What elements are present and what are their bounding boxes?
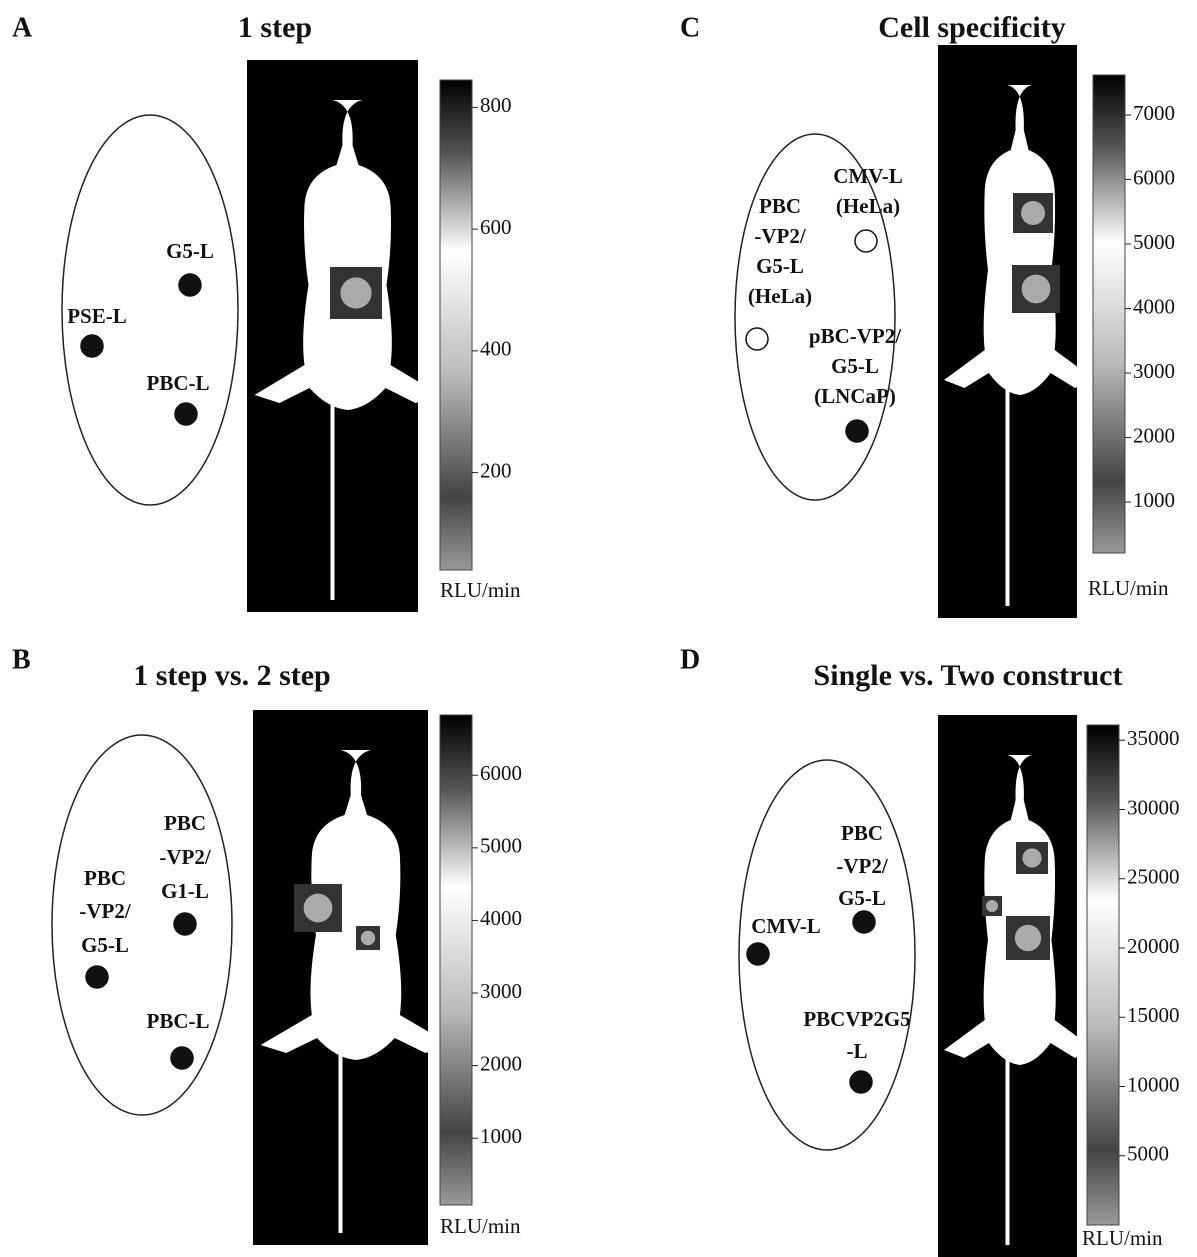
site-label: pBC-VP2/ (809, 324, 902, 348)
site-label: G5-L (831, 354, 879, 378)
site-dot (170, 1046, 194, 1070)
colorbar-tick-label: 5000 (1133, 230, 1175, 254)
site-label: (LNCaP) (814, 384, 896, 408)
colorbar-tick-label: 3000 (480, 979, 522, 1003)
site-label: PBC (841, 821, 883, 845)
colorbar-tick-label: 2000 (480, 1051, 522, 1075)
colorbar-unit: RLU/min (440, 578, 521, 602)
colorbar-tick-label: 1000 (480, 1124, 522, 1148)
site-label: PBCVP2G5 (803, 1007, 910, 1031)
site-label: G1-L (161, 879, 209, 903)
site-label: CMV-L (751, 914, 821, 938)
site-dot (845, 419, 869, 443)
colorbar (439, 79, 473, 571)
panel-title: 1 step (238, 11, 312, 44)
mouse-body (944, 85, 1096, 395)
site-label: (HeLa) (748, 284, 812, 308)
colorbar-tick-label: 10000 (1127, 1072, 1180, 1096)
signal-core (1022, 848, 1042, 868)
site-dot (854, 229, 878, 253)
site-dot (173, 912, 197, 936)
plate-outline (734, 133, 896, 501)
signal-core (340, 277, 372, 309)
site-dot (849, 1070, 873, 1094)
mouse-body (254, 100, 441, 410)
signal-core (986, 900, 998, 912)
colorbar-tick-label: 15000 (1127, 1003, 1180, 1027)
panel-letter: C (680, 12, 700, 43)
site-label: -L (847, 1039, 868, 1063)
site-dot (174, 402, 198, 426)
site-label: PBC (759, 194, 801, 218)
site-label: G5-L (166, 239, 214, 263)
colorbar-tick-label: 200 (480, 458, 512, 482)
colorbar-unit: RLU/min (1082, 1226, 1163, 1250)
signal-core (303, 893, 333, 923)
panel-letter: D (680, 644, 700, 675)
site-label: (HeLa) (836, 194, 900, 218)
site-label: -VP2/ (836, 854, 888, 878)
site-label: PBC-L (147, 371, 210, 395)
colorbar-tick-label: 2000 (1133, 423, 1175, 447)
colorbar (1092, 74, 1126, 554)
colorbar (439, 714, 473, 1206)
site-label: -VP2/ (754, 224, 806, 248)
site-dot (745, 327, 769, 351)
colorbar-tick-label: 400 (480, 337, 512, 361)
colorbar-tick-label: 20000 (1127, 934, 1180, 958)
colorbar-unit: RLU/min (440, 1214, 521, 1238)
colorbar-tick-label: 4000 (1133, 294, 1175, 318)
colorbar-tick-label: 3000 (1133, 359, 1175, 383)
signal-core (1021, 274, 1051, 304)
plate-outline (738, 759, 916, 1151)
colorbar-tick-label: 25000 (1127, 865, 1180, 889)
site-dot (85, 965, 109, 989)
panel-title: Cell specificity (878, 11, 1065, 44)
colorbar-tick-label: 4000 (480, 906, 522, 930)
panel-title: Single vs. Two construct (814, 659, 1123, 692)
colorbar-tick-label: 5000 (1127, 1142, 1169, 1166)
site-dot (178, 273, 202, 297)
signal-core (1014, 924, 1042, 952)
colorbar-tick-label: 1000 (1133, 488, 1175, 512)
signal-core (1021, 201, 1045, 225)
colorbar-unit: RLU/min (1088, 576, 1169, 600)
plate-outline (61, 114, 239, 506)
colorbar-tick-label: 35000 (1127, 726, 1180, 750)
site-dot (852, 910, 876, 934)
panel-letter: B (12, 644, 31, 675)
site-label: G5-L (81, 933, 129, 957)
site-label: -VP2/ (79, 899, 131, 923)
colorbar-tick-label: 5000 (480, 834, 522, 858)
site-label: -VP2/ (159, 845, 211, 869)
mouse-body (944, 755, 1096, 1065)
site-label: CMV-L (833, 164, 903, 188)
signal-core (360, 930, 376, 946)
site-label: PBC (164, 811, 206, 835)
site-label: G5-L (756, 254, 804, 278)
colorbar-tick-label: 30000 (1127, 795, 1180, 819)
colorbar-tick-label: 600 (480, 215, 512, 239)
plate-outline (51, 734, 233, 1116)
site-label: PBC (84, 866, 126, 890)
colorbar (1086, 724, 1120, 1226)
colorbar-tick-label: 7000 (1133, 101, 1175, 125)
colorbar-tick-label: 6000 (480, 761, 522, 785)
site-dot (746, 942, 770, 966)
mouse-body (260, 750, 452, 1060)
panel-title: 1 step vs. 2 step (133, 659, 331, 692)
colorbar-tick-label: 800 (480, 93, 512, 117)
colorbar-tick-label: 6000 (1133, 165, 1175, 189)
site-label: PBC-L (147, 1009, 210, 1033)
panel-letter: A (12, 12, 33, 43)
site-label: PSE-L (67, 304, 127, 328)
site-dot (80, 334, 104, 358)
site-label: G5-L (838, 886, 886, 910)
